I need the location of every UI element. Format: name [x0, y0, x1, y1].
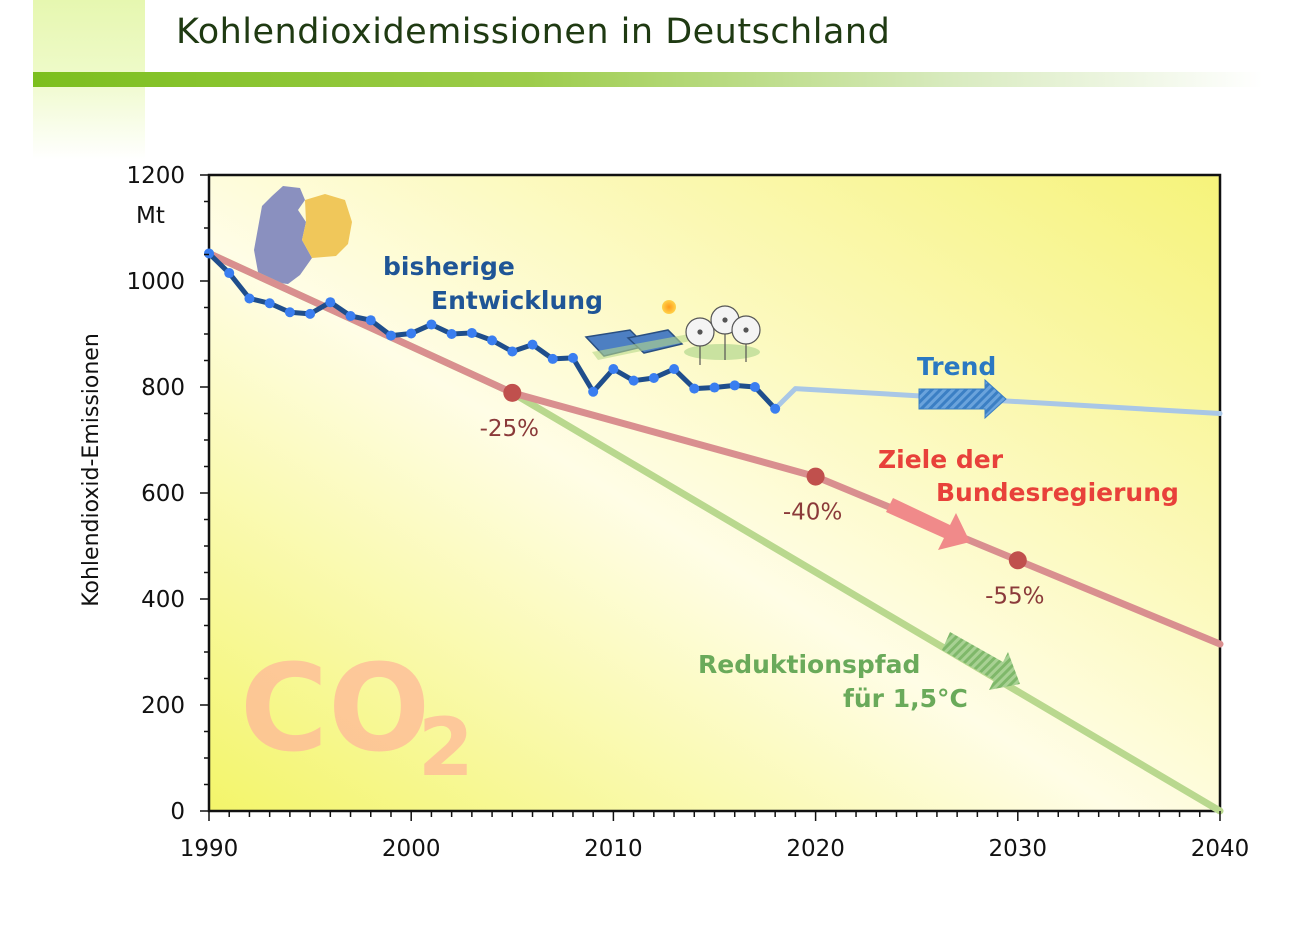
target-marker — [806, 467, 825, 486]
target-marker — [1008, 551, 1027, 570]
x-tick-label: 2020 — [786, 836, 845, 862]
goals-arrow — [886, 498, 970, 550]
history-point — [669, 363, 680, 374]
plot-area — [209, 175, 1220, 811]
history-point — [648, 372, 659, 383]
history-point — [749, 382, 760, 392]
history-point — [588, 386, 599, 397]
series-line-trend — [772, 386, 1223, 416]
history-label-line1: bisherige — [383, 252, 515, 281]
history-point — [224, 268, 235, 279]
history-point — [567, 352, 578, 363]
pathway-label-line1: Reduktionspfad — [698, 650, 920, 679]
y-axis-unit: Mt — [136, 203, 165, 229]
history-point — [729, 380, 740, 391]
history-point — [325, 297, 336, 308]
history-point — [426, 319, 437, 330]
trend-label: Trend — [917, 352, 996, 381]
target-marker — [503, 383, 522, 402]
history-point — [345, 310, 356, 321]
pathway-label-line2: für 1,5°C — [843, 684, 968, 713]
solar-panel-icon — [584, 300, 705, 360]
y-tick-label: 0 — [170, 799, 185, 825]
x-tick-label: 2010 — [584, 836, 643, 862]
history-point — [365, 315, 376, 326]
history-point — [507, 346, 518, 357]
history-point — [244, 293, 255, 304]
pathway-arrow — [942, 632, 1020, 690]
title-underline-bar — [33, 72, 1263, 87]
co2-watermark-main: CO — [240, 640, 430, 779]
co2-watermark-sub: 2 — [418, 701, 474, 794]
germany-map-icon — [254, 186, 352, 284]
target-label: -40% — [783, 500, 842, 526]
history-label-line2: Entwicklung — [431, 286, 603, 315]
x-tick-label: 2000 — [382, 836, 441, 862]
y-tick-label: 200 — [141, 693, 185, 719]
history-point — [487, 335, 498, 346]
history-point — [305, 308, 316, 319]
history-point — [406, 328, 417, 339]
history-point — [689, 383, 700, 394]
wind-turbine-icon — [684, 305, 761, 365]
x-tick-label: 2030 — [989, 836, 1048, 862]
history-point — [284, 307, 295, 318]
target-label: -55% — [985, 583, 1044, 609]
y-tick-label: 800 — [141, 375, 185, 401]
trend-arrow — [918, 378, 1007, 420]
y-tick-label: 600 — [141, 481, 185, 507]
slide-title: Kohlendioxidemissionen in Deutschland — [176, 12, 891, 52]
y-tick-label: 1000 — [126, 269, 185, 295]
history-point — [709, 382, 720, 393]
goals-label-line1: Ziele der — [878, 445, 1004, 474]
history-point — [628, 375, 639, 386]
goals-label-line2: Bundesregierung — [936, 478, 1179, 507]
target-label: -25% — [480, 416, 539, 442]
x-tick-label: 1990 — [180, 836, 239, 862]
history-point — [608, 363, 619, 374]
history-point — [446, 329, 457, 339]
history-point — [204, 248, 214, 259]
history-point — [264, 298, 275, 309]
y-tick-label: 1200 — [126, 163, 185, 189]
history-point — [770, 403, 781, 414]
history-point — [385, 330, 396, 341]
y-tick-label: 400 — [141, 587, 185, 613]
history-point — [527, 339, 538, 350]
x-tick-label: 2040 — [1191, 836, 1250, 862]
y-axis-title: Kohlendioxid-Emissionen — [79, 333, 104, 607]
history-point — [466, 327, 477, 338]
history-point — [547, 353, 558, 364]
